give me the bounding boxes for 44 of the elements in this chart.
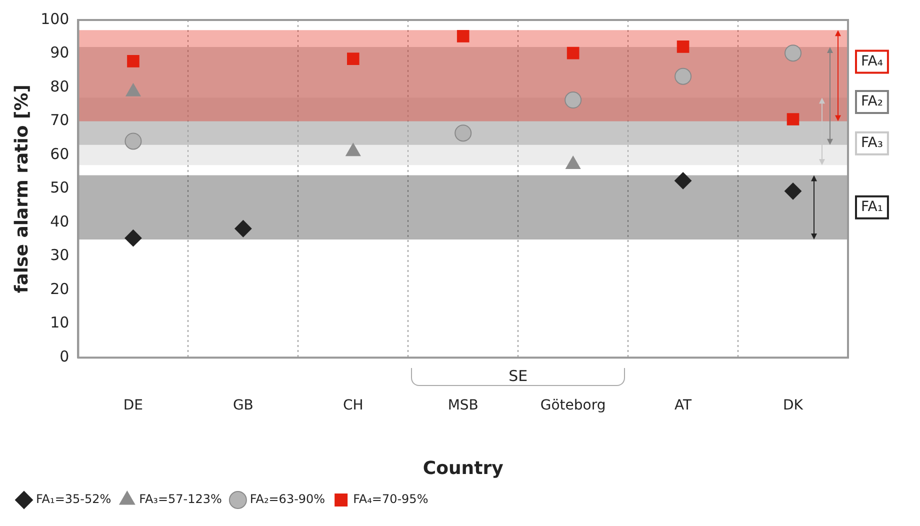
x-tick-label: AT: [674, 398, 692, 414]
y-tick-label: 100: [40, 10, 70, 28]
y-tick-label: 60: [50, 144, 70, 163]
point: [784, 182, 802, 200]
x-axis-title: Country: [422, 458, 504, 479]
y-axis-title: false alarm ratio [%]: [11, 84, 32, 294]
legend-label: FA₁=35-52%: [36, 492, 112, 506]
point: [786, 113, 800, 126]
y-tick-label: 0: [60, 347, 70, 366]
x-tick-label: Göteborg: [540, 398, 606, 414]
point: [566, 46, 580, 60]
y-tick-label: 20: [50, 280, 70, 298]
y-tick-label: 30: [50, 246, 70, 264]
point: [127, 55, 140, 68]
legend-label: FA₄=70-95%: [353, 492, 428, 506]
text: SE: [508, 366, 528, 385]
band-label: FA₁: [861, 199, 883, 216]
x-tick-label: GB: [232, 398, 254, 414]
y-tick-label: 80: [50, 77, 70, 96]
band-label: FA₂: [861, 94, 883, 110]
x-tick-label: MSB: [448, 398, 478, 414]
point: [456, 30, 470, 42]
y-tick-label: 10: [50, 314, 70, 332]
y-tick-label: 70: [50, 111, 70, 130]
point: [124, 230, 142, 247]
point: [674, 68, 692, 85]
x-tick-label: DK: [783, 398, 804, 414]
y-tick-label: 40: [50, 212, 70, 230]
point: [234, 220, 252, 238]
y-tick-label: 90: [50, 44, 70, 62]
legend-label: FA₂=63-90%: [250, 492, 326, 506]
y-tick-label: 50: [50, 178, 70, 197]
band-label: FA₃: [861, 135, 883, 152]
point: [676, 40, 690, 53]
band-label: FA₄: [861, 53, 884, 70]
x-tick-label: CH: [342, 398, 364, 414]
point: [784, 44, 802, 62]
point: [124, 132, 142, 150]
point: [674, 172, 692, 190]
point: [454, 124, 472, 142]
point: [564, 92, 582, 109]
x-tick-label: DE: [123, 398, 144, 414]
legend-label: FA₃=57-123%: [139, 492, 222, 506]
point: [346, 52, 360, 65]
